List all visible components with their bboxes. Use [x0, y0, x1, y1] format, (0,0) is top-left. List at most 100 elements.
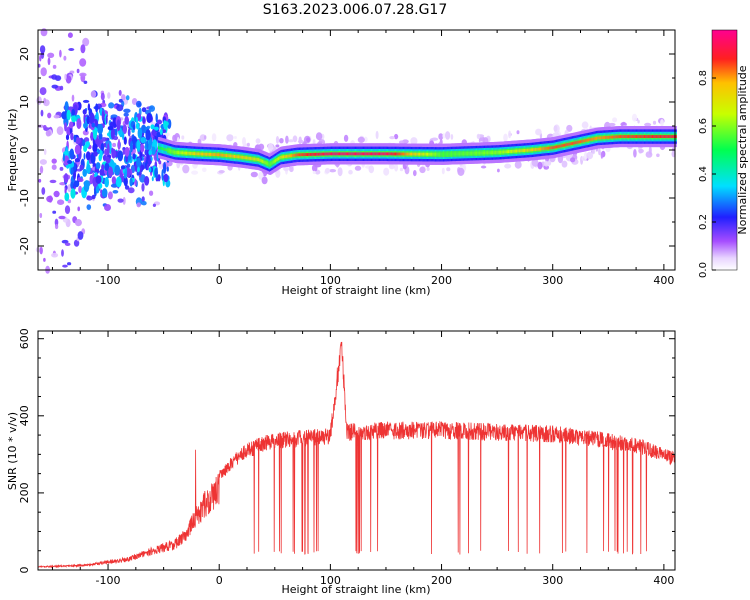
heatmap-cell — [620, 122, 627, 127]
heatmap-cell — [111, 176, 117, 185]
heatmap-cell — [112, 190, 119, 194]
heatmap-cell — [69, 148, 75, 160]
heatmap-cell — [125, 95, 130, 101]
heatmap-cell — [53, 114, 60, 119]
heatmap-cell — [105, 115, 108, 125]
heatmap-cell — [78, 185, 82, 193]
heatmap-cell — [97, 148, 100, 155]
heatmap-cell — [83, 80, 88, 85]
heatmap-cell — [250, 171, 258, 178]
colorbar-tick-label: 0.0 — [698, 262, 709, 278]
heatmap-cell — [660, 119, 664, 127]
heatmap-cell — [83, 122, 88, 129]
heatmap-cell — [631, 113, 638, 122]
heatmap-cell — [283, 166, 290, 172]
heatmap-cell — [570, 157, 576, 163]
heatmap-cell — [39, 54, 42, 62]
heatmap-cell — [89, 174, 94, 185]
heatmap-cell — [136, 157, 142, 168]
heatmap-cell — [674, 135, 677, 138]
heatmap-cell — [59, 85, 64, 91]
heatmap-cell — [600, 152, 604, 159]
colorbar: 0.0 0.2 0.4 0.6 0.8 Normalized spectral ampl… — [698, 29, 749, 278]
heatmap-cell — [211, 133, 217, 142]
heatmap-cell — [91, 194, 96, 200]
heatmap-cell — [504, 163, 512, 169]
heatmap-cell — [67, 32, 73, 38]
x-tick-label: -100 — [96, 574, 121, 587]
heatmap-cell — [157, 174, 161, 182]
heatmap-cell — [155, 113, 158, 123]
heatmap-cell — [122, 196, 126, 205]
heatmap-cell — [197, 138, 202, 145]
heatmap-cell — [51, 84, 59, 89]
heatmap-cell — [132, 124, 136, 131]
heatmap-cell — [110, 114, 118, 119]
heatmap-cell — [148, 149, 152, 156]
heatmap-cell — [53, 190, 60, 198]
heatmap-cell — [64, 192, 70, 202]
heatmap-cell — [163, 162, 167, 174]
heatmap-cell — [71, 109, 76, 116]
heatmap-cell — [80, 44, 86, 54]
heatmap-cell — [226, 134, 234, 142]
heatmap-cell — [275, 144, 280, 148]
heatmap-cell — [267, 142, 274, 152]
heatmap-cell — [123, 112, 129, 117]
heatmap-cell — [41, 187, 46, 195]
heatmap-cell — [77, 231, 84, 240]
y-tick-label: 10 — [18, 95, 31, 109]
heatmap-cell — [137, 127, 143, 139]
x-tick-label: 100 — [320, 574, 341, 587]
heatmap-cell — [363, 136, 368, 143]
heatmap-cell — [101, 110, 105, 122]
heatmap-cell — [70, 132, 74, 141]
heatmap-cell — [86, 115, 91, 125]
heatmap-cell — [136, 100, 142, 108]
heatmap-cell — [258, 143, 265, 151]
heatmap-cell — [124, 116, 129, 125]
heatmap-cell — [64, 101, 69, 112]
heatmap-cell — [450, 134, 454, 140]
heatmap-cell — [136, 139, 141, 151]
heatmap-cell — [89, 112, 95, 125]
heatmap-cell — [86, 195, 93, 201]
heatmap-cell — [151, 176, 154, 182]
heatmap-cell — [79, 164, 84, 171]
heatmap-cell — [123, 136, 127, 145]
heatmap-cell — [67, 160, 73, 164]
heatmap-cell — [82, 37, 90, 47]
heatmap-cell — [68, 48, 75, 51]
snr-frame — [37, 330, 676, 571]
heatmap-cell — [242, 137, 246, 146]
heatmap-cell — [83, 113, 86, 124]
heatmap-cell — [71, 115, 77, 123]
heatmap-cell — [43, 148, 47, 155]
heatmap-cell — [110, 128, 115, 140]
heatmap-cell — [99, 168, 105, 176]
heatmap-cell — [57, 199, 65, 205]
snr-panel: -100 0 100 200 300 400 0 200 400 600 Height of s… — [6, 328, 676, 596]
heatmap-cell — [233, 136, 237, 139]
heatmap-cell — [37, 63, 41, 68]
heatmap-cell — [389, 164, 395, 170]
heatmap-cell — [255, 138, 261, 144]
heatmap-cell — [65, 134, 70, 141]
heatmap-cell — [161, 169, 164, 181]
heatmap-cell — [43, 125, 47, 130]
heatmap-cell — [109, 142, 112, 155]
heatmap-cell — [598, 148, 601, 156]
heatmap-cell — [357, 136, 365, 143]
heatmap-cell — [258, 171, 264, 180]
x-tick-label: 300 — [542, 574, 563, 587]
heatmap-cell — [98, 154, 102, 162]
x-tick-label: 400 — [653, 274, 674, 287]
heatmap-cell — [82, 99, 90, 103]
heatmap-cell — [39, 246, 43, 255]
heatmap-cell — [289, 166, 294, 173]
heatmap-cell — [74, 219, 82, 227]
heatmap-cell — [95, 175, 102, 184]
heatmap-cell — [108, 166, 113, 178]
heatmap-cell — [83, 145, 88, 152]
heatmap-cell — [151, 146, 156, 155]
